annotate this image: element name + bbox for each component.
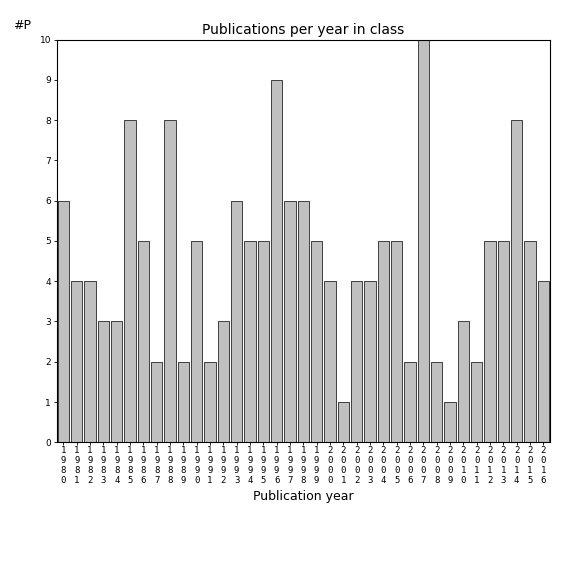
Bar: [378, 241, 389, 442]
Bar: [151, 362, 162, 442]
Bar: [71, 281, 82, 442]
Bar: [338, 402, 349, 442]
Bar: [58, 201, 69, 442]
Bar: [231, 201, 242, 442]
Bar: [164, 120, 176, 442]
Bar: [271, 80, 282, 442]
Bar: [458, 321, 469, 442]
Bar: [484, 241, 496, 442]
Y-axis label: #P: #P: [13, 19, 31, 32]
Bar: [244, 241, 256, 442]
Bar: [365, 281, 376, 442]
Bar: [404, 362, 416, 442]
Bar: [524, 241, 536, 442]
Bar: [431, 362, 442, 442]
Bar: [391, 241, 403, 442]
Bar: [84, 281, 96, 442]
Bar: [418, 40, 429, 442]
X-axis label: Publication year: Publication year: [253, 490, 354, 503]
Bar: [138, 241, 149, 442]
Bar: [284, 201, 295, 442]
Bar: [257, 241, 269, 442]
Bar: [191, 241, 202, 442]
Bar: [498, 241, 509, 442]
Bar: [324, 281, 336, 442]
Bar: [218, 321, 229, 442]
Bar: [124, 120, 136, 442]
Bar: [111, 321, 122, 442]
Bar: [445, 402, 456, 442]
Bar: [204, 362, 215, 442]
Title: Publications per year in class: Publications per year in class: [202, 23, 404, 37]
Bar: [538, 281, 549, 442]
Bar: [471, 362, 483, 442]
Bar: [351, 281, 362, 442]
Bar: [511, 120, 522, 442]
Bar: [98, 321, 109, 442]
Bar: [177, 362, 189, 442]
Bar: [311, 241, 323, 442]
Bar: [298, 201, 309, 442]
